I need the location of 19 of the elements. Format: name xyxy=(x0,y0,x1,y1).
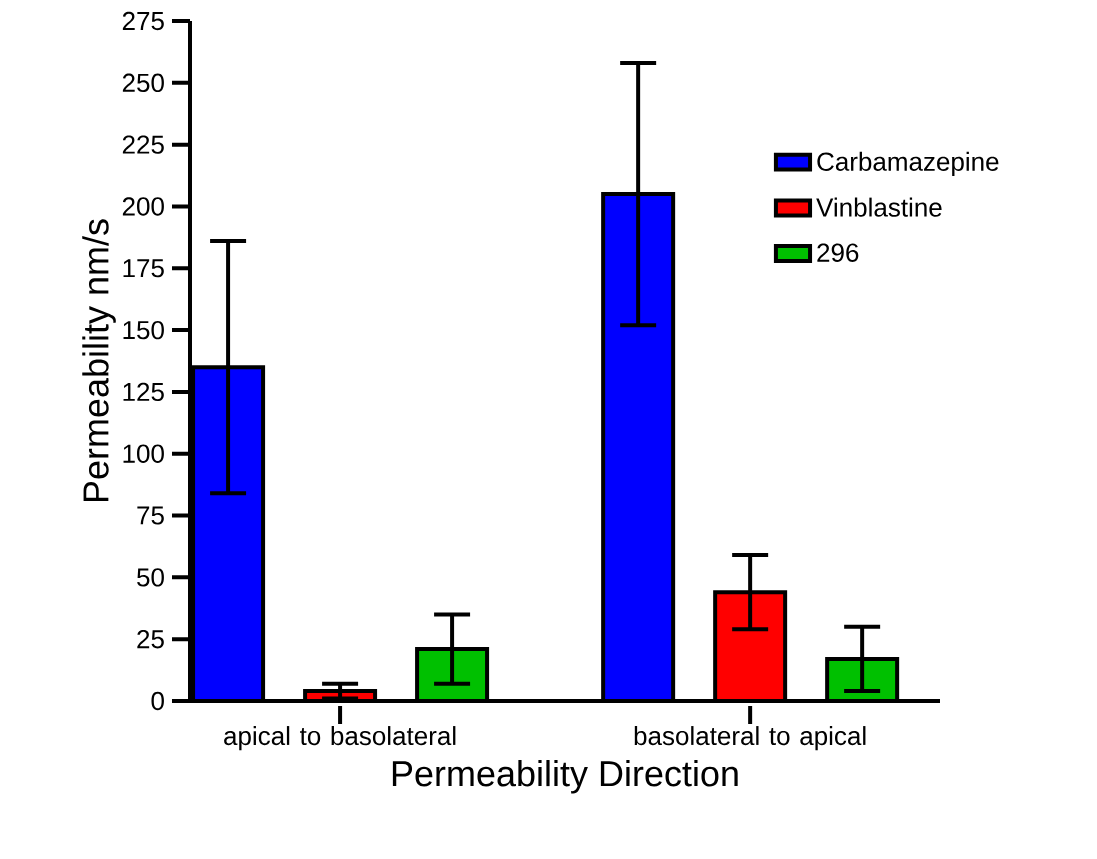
y-tick-label: 0 xyxy=(151,691,164,711)
x-axis-title: Permeability Direction xyxy=(392,760,738,794)
y-tick-label: 200 xyxy=(122,197,164,216)
y-tick-label: 225 xyxy=(122,135,164,154)
y-tick-label: 100 xyxy=(123,444,164,463)
y-tick-label: 175 xyxy=(123,259,164,278)
legend-label: 296 xyxy=(817,243,859,262)
x-tick-label: apical to basolateral xyxy=(224,726,456,751)
y-tick-label: 75 xyxy=(137,506,164,525)
y-tick-label: 275 xyxy=(122,11,164,31)
legend-label: Vinblastine xyxy=(816,197,942,217)
x-tick-label: basolateral to apical xyxy=(634,726,866,751)
y-tick-label: 150 xyxy=(123,320,164,340)
y-tick-label: 250 xyxy=(122,73,164,93)
y-axis-title: Permeability nm/s xyxy=(82,219,116,502)
legend-label: Carbamazepine xyxy=(817,151,999,177)
y-tick-label: 25 xyxy=(137,629,164,649)
y-tick-label: 50 xyxy=(137,568,164,587)
y-tick-label: 125 xyxy=(123,382,164,402)
